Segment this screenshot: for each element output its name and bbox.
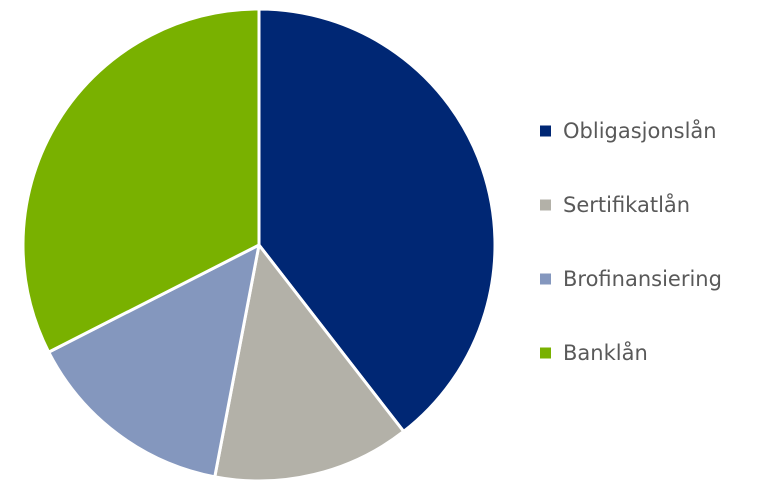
legend-item-obligasjonsla-n: Obligasjonslån (540, 118, 717, 143)
legend-label: Brofinansiering (563, 267, 722, 291)
pie-slice-bankla-n (21, 7, 261, 354)
legend-swatch (540, 125, 551, 137)
pie-slice-obligasjonsla-n (257, 7, 497, 433)
legend-swatch (540, 199, 551, 211)
legend: Obligasjonslån Sertifikatlån Brofinansieri… (540, 118, 722, 365)
legend-label: Sertifikatlån (563, 192, 690, 217)
legend-item-bankla-n: Banklån (540, 340, 648, 365)
pie-slice-sertifikatla-n (213, 243, 406, 481)
legend-swatch (540, 347, 551, 359)
legend-item-sertifikatla-n: Sertifikatlån (540, 192, 690, 217)
legend-item-brofinansiering: Brofinansiering (540, 267, 722, 291)
legend-label: Obligasjonslån (563, 118, 717, 143)
pie-slices (21, 7, 497, 481)
legend-label: Banklån (563, 340, 648, 365)
pie-slice-brofinansiering (47, 243, 261, 479)
legend-swatch (540, 273, 551, 285)
